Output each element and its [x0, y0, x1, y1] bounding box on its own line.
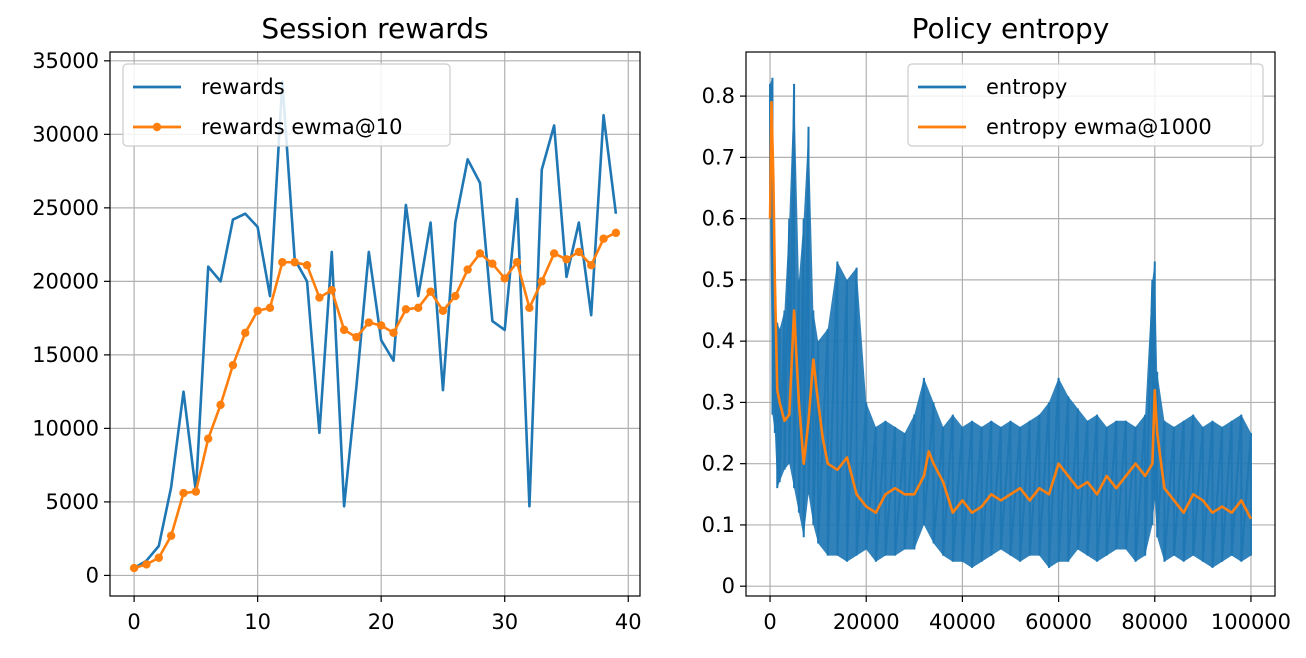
y-tick-label: 0.2	[702, 452, 735, 476]
series-rewards-ewma-10-point	[525, 303, 534, 313]
y-tick-label: 5000	[46, 490, 99, 514]
series-rewards-ewma-10-point	[537, 277, 546, 286]
series-rewards-ewma-10-point	[191, 487, 201, 496]
series-rewards-ewma-10-point	[154, 553, 163, 562]
series-rewards-ewma-10-point	[142, 560, 151, 569]
plot-area	[129, 80, 621, 573]
y-tick-label: 0	[86, 563, 99, 587]
series-rewards-ewma-10-point	[364, 318, 374, 327]
legend: rewards rewards ewma@10	[122, 63, 451, 147]
series-rewards-ewma-10-point	[512, 258, 522, 267]
y-tick-label: 0.6	[702, 207, 735, 231]
series-rewards-ewma-10-point	[204, 434, 213, 443]
series-entropy-band	[770, 77, 1251, 568]
series-entropy-line	[769, 77, 1252, 568]
series-rewards-ewma-10-point	[129, 563, 139, 573]
chart-title: Session rewards	[261, 12, 488, 45]
y-tick-label: 30000	[32, 122, 99, 146]
series-rewards-ewma-10-point	[339, 325, 349, 335]
axes-frame	[109, 51, 641, 597]
series-rewards-ewma-10-point	[500, 274, 509, 283]
chart-title: Policy entropy	[912, 12, 1110, 45]
series-rewards-ewma-10-point	[426, 287, 435, 296]
series-rewards-ewma-10-point	[587, 260, 596, 270]
plot-area	[768, 77, 1253, 568]
series-rewards-ewma-10-point	[241, 328, 250, 338]
rewards-chart: 0 10 20 30 40 0 5000 10000 15000 20000 25000 30000 3…	[32, 12, 641, 634]
series-rewards-ewma-10-point	[451, 291, 460, 301]
series-rewards-ewma-10-point	[302, 260, 312, 270]
series-rewards-ewma-10-line	[133, 231, 617, 570]
y-tick-label: 0.8	[702, 84, 735, 108]
series-rewards-ewma-10-point	[265, 303, 275, 313]
y-tick-label: 0.3	[702, 390, 735, 414]
series-rewards-ewma-10-point	[315, 293, 324, 302]
series-rewards-ewma-10-point	[488, 259, 497, 268]
x-tick-label: 0	[127, 610, 140, 634]
axes-frame	[745, 51, 1276, 597]
x-tick-label: 40	[615, 610, 642, 634]
y-tick-label: 10000	[32, 416, 99, 440]
series-rewards-ewma-10-point	[611, 228, 621, 238]
x-tick-label: 10	[244, 610, 271, 634]
series-rewards-ewma-10-point	[352, 333, 361, 342]
series-rewards-ewma-10-point	[463, 265, 472, 274]
series-rewards-ewma-10-point	[574, 247, 584, 257]
x-tick-label: 20	[368, 610, 395, 634]
series-rewards-ewma-10-point	[179, 488, 188, 498]
series-rewards-ewma-10-point	[389, 328, 398, 338]
x-tick-label: 0	[763, 610, 776, 634]
legend-marker	[152, 122, 162, 132]
y-tick-label: 0.7	[702, 145, 735, 169]
series-entropy-ewma-1000-line	[768, 100, 1253, 520]
entropy-chart: 0 20000 40000 60000 80000 100000 0 0.1 0.2 0.3 0.4…	[702, 12, 1291, 634]
x-tick-label: 20000	[833, 610, 900, 634]
y-tick-label: 35000	[32, 49, 99, 73]
y-tick-label: 20000	[32, 269, 99, 293]
x-tick-label: 60000	[1025, 610, 1092, 634]
x-tick-label: 30	[491, 610, 518, 634]
series-rewards-ewma-10-point	[401, 305, 411, 314]
series-rewards-ewma-10-point	[414, 303, 423, 313]
x-tick-label: 40000	[929, 610, 996, 634]
series-rewards-ewma-10-point	[327, 285, 336, 295]
legend-label: entropy	[986, 75, 1067, 99]
series-rewards-ewma-10-point	[290, 258, 299, 267]
y-tick-label: 0	[722, 574, 735, 598]
series-rewards-ewma-10-point	[376, 321, 386, 330]
y-tick-label: 15000	[32, 343, 99, 367]
series-rewards-ewma-10-point	[166, 531, 176, 540]
x-tick-label: 80000	[1121, 610, 1188, 634]
y-tick-label: 0.5	[702, 268, 735, 292]
series-rewards-ewma-10-point	[562, 255, 571, 264]
legend-label: rewards ewma@10	[201, 115, 403, 139]
legend: entropy entropy ewma@1000	[907, 63, 1264, 147]
x-tick-label: 100000	[1211, 610, 1291, 634]
series-rewards-ewma-10-point	[599, 234, 608, 243]
series-rewards-ewma-10-point	[216, 400, 225, 410]
y-tick-label: 25000	[32, 196, 99, 220]
legend-box	[122, 63, 451, 147]
legend-label: rewards	[201, 75, 285, 99]
series-rewards-ewma-10-point	[549, 249, 559, 258]
series-rewards-line	[133, 80, 618, 570]
y-tick-label: 0.4	[702, 329, 735, 353]
series-rewards-ewma-10-point	[475, 249, 485, 258]
legend-box	[907, 63, 1264, 147]
legend-label: entropy ewma@1000	[986, 115, 1212, 139]
series-rewards-ewma-10-point	[228, 360, 238, 370]
series-rewards-ewma-10-point	[253, 306, 262, 315]
y-tick-label: 0.1	[702, 513, 735, 537]
series-rewards-ewma-10-point	[438, 306, 448, 315]
series-rewards-ewma-10-point	[278, 258, 287, 267]
